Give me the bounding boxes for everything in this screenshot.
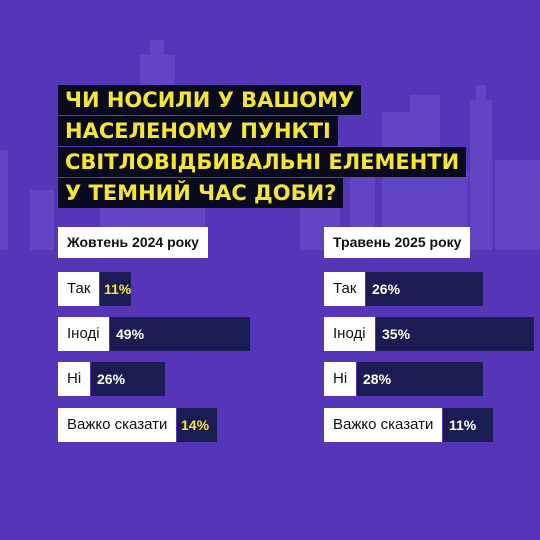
category-label: Важко сказати — [324, 408, 443, 442]
bar — [366, 272, 483, 306]
value-label: 49% — [116, 326, 145, 342]
panel-title: Жовтень 2024 року — [58, 227, 208, 258]
bar — [357, 362, 483, 396]
value-label: 11% — [104, 281, 132, 297]
value-label: 11% — [449, 417, 477, 433]
title-line-3: СВІТЛОВІДБИВАЛЬНІ ЕЛЕМЕНТИ — [58, 147, 467, 177]
value-label: 28% — [363, 371, 392, 387]
value-label: 26% — [97, 371, 126, 387]
value-label: 26% — [372, 281, 401, 297]
bar — [376, 317, 534, 351]
bar — [177, 408, 217, 442]
value-label: 35% — [382, 326, 411, 342]
category-label: Так — [58, 272, 100, 306]
value-label: 14% — [181, 417, 210, 433]
title-line-2: НАСЕЛЕНОМУ ПУНКТІ — [58, 116, 338, 146]
category-label: Ні — [58, 362, 91, 396]
category-label: Іноді — [324, 317, 375, 351]
title-line-1: ЧИ НОСИЛИ У ВАШОМУ — [58, 85, 362, 115]
bar — [91, 362, 166, 396]
category-label: Так — [324, 272, 366, 306]
category-label: Ні — [324, 362, 357, 396]
category-label: Важко сказати — [58, 408, 177, 442]
panel-title: Травень 2025 року — [324, 227, 471, 258]
title-line-4: У ТЕМНИЙ ЧАС ДОБИ? — [58, 178, 344, 208]
category-label: Іноді — [58, 317, 109, 351]
bar — [110, 317, 250, 351]
bar — [100, 272, 132, 306]
bar — [443, 408, 493, 442]
